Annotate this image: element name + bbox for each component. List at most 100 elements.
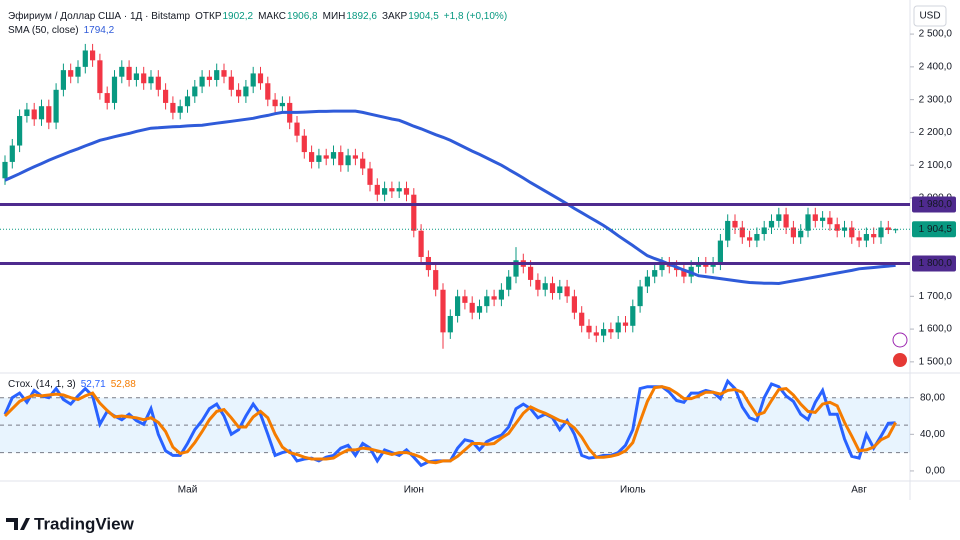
stoch-tick-label: 0,00 [926,466,946,477]
candle-body [856,237,862,241]
candle-body [17,116,23,146]
last-price-label: 1 904,5 [919,224,953,235]
candle-body [659,263,665,271]
candle-body [243,86,249,97]
candle-body [411,194,417,231]
y-tick-label: 2 500,0 [919,29,953,40]
candle-body [506,276,512,290]
candle-body [221,70,227,77]
header-symbol: Эфириум / Доллар США · 1Д · Bitstamp [8,10,191,22]
y-tick-label: 2 200,0 [919,127,953,138]
candle-body [863,234,869,241]
stoch-legend: Стох. (14, 1, 3) 52,71 52,88 [8,379,136,390]
candle-body [754,234,760,241]
header-close: 1904,5 [408,11,439,22]
candle-body [155,76,161,90]
candle-body [549,283,556,294]
stoch-tick-label: 40,00 [920,429,945,440]
candle-body [491,296,497,300]
candle-body [637,286,643,307]
currency-box[interactable] [913,5,947,27]
candle-body [396,188,402,192]
candle-body [695,263,702,267]
event-icon[interactable] [892,332,908,348]
candle-body [374,184,380,195]
candle-body [360,158,366,169]
level-label-box [912,196,956,213]
candle-body [725,220,731,241]
candle-body [513,260,519,277]
candle-body [323,155,329,159]
candle-body [528,266,534,280]
candle-body [352,155,358,159]
candle-body [820,217,826,221]
header-high-label: МАКС [258,11,286,22]
candle-body [652,270,658,277]
header-low: 1892,6 [346,11,377,22]
header-open: 1902,2 [223,11,254,22]
candle-body [469,302,475,313]
candle-body [24,109,30,117]
candle-body [214,70,220,80]
candle-body [681,270,687,277]
candle-body [272,99,278,107]
level-label: 1 800,0 [919,258,953,269]
candle-body [90,50,96,61]
sma-legend: SMA (50, close) 1794,2 [8,25,115,36]
candle-body [60,70,66,90]
candle-body [119,66,125,77]
x-tick-label: Июль [620,485,646,496]
candle-body [68,70,74,77]
candle-body [184,96,191,107]
candle-body [834,224,840,231]
candle-body [564,286,570,297]
stoch-k-value: 52,71 [81,379,106,390]
candle-body [768,220,775,228]
candle-body [893,229,899,231]
y-tick-label: 2 300,0 [919,94,953,105]
candle-body [403,188,410,195]
header-high: 1906,8 [287,11,318,22]
candle-body [535,279,541,290]
candle-body [338,152,344,166]
candle-body [82,50,88,67]
header-low-label: МИН [323,11,346,22]
header: Эфириум / Доллар США · 1Д · Bitstamp ОТКР… [8,10,507,22]
candle-body [557,286,563,294]
candle-body [841,227,848,231]
candle-body [783,214,789,228]
candle-body [849,227,855,238]
candle-body [805,214,811,231]
candle-body [126,66,132,80]
candle-body [586,325,592,333]
candle-body [418,230,424,257]
candle-body [812,214,818,221]
stoch-tick-label: 80,00 [920,392,945,403]
candle-body [433,270,439,290]
candle-body [192,86,198,97]
candle-body [732,220,738,228]
candle-body [871,234,877,238]
candle-body [447,315,453,333]
candle-body [257,73,264,84]
candle-body [294,122,300,136]
candle-body [579,312,585,326]
candle-body [827,217,833,225]
candle-body [316,155,322,162]
sma-value: 1794,2 [84,25,115,36]
candle-body [630,306,636,326]
candle-body [615,322,621,333]
stoch-d-value: 52,88 [111,379,136,390]
y-tick-label: 2 100,0 [919,160,953,171]
candle-body [301,135,307,153]
flag-icon[interactable] [893,353,907,367]
logo-mark [6,518,30,530]
candle-body [345,155,351,166]
sma-line [4,109,896,286]
candle-body [622,322,629,326]
candle-body [710,263,716,267]
candle-body [717,240,723,264]
candle-body [608,329,614,333]
candle-body [601,329,607,336]
